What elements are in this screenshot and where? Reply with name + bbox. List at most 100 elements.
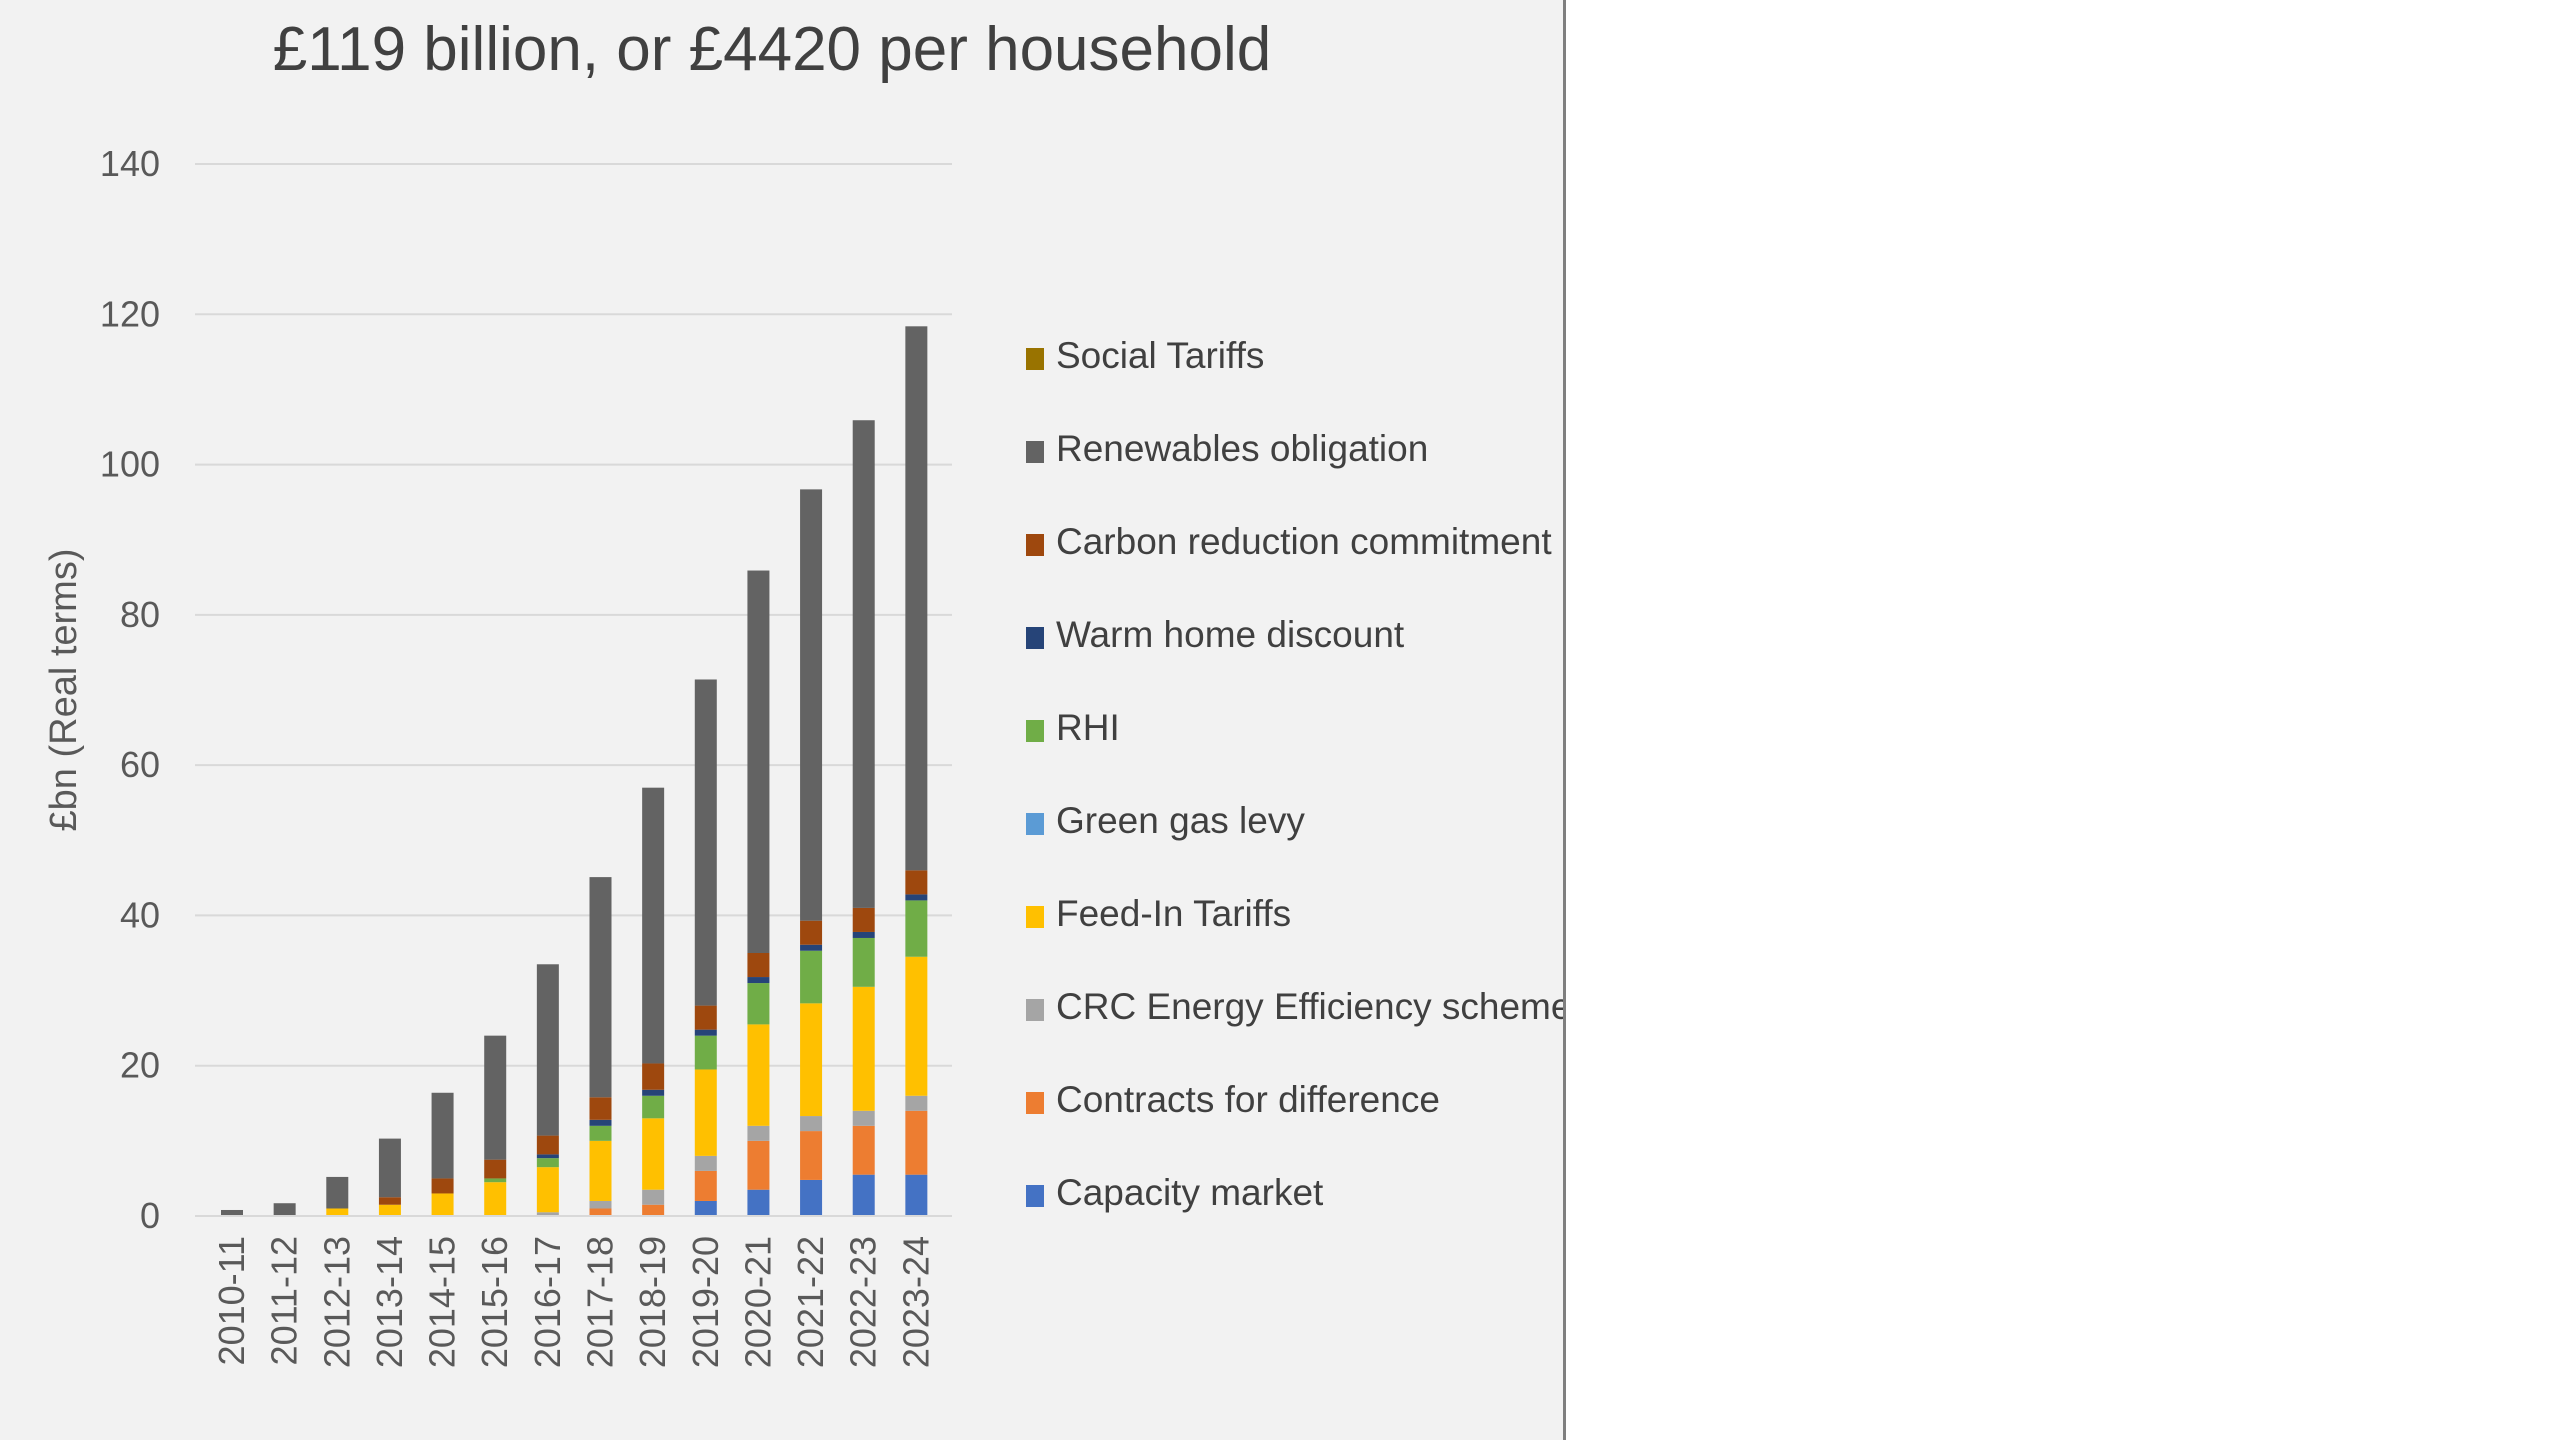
bar-segment: [694, 1170, 717, 1201]
bar-segment: [484, 1035, 507, 1160]
bar-segment: [747, 570, 770, 953]
x-tick-label: 2015-16: [474, 1236, 515, 1368]
x-tick-label: 2018-19: [632, 1236, 673, 1368]
y-tick-label: 100: [100, 444, 160, 485]
bar-segment: [642, 1089, 665, 1096]
bar-segment: [694, 1005, 717, 1030]
bar-segment: [852, 931, 875, 938]
bar-segment: [852, 907, 875, 932]
bar-segment: [694, 1029, 717, 1036]
legend-swatch: [1026, 441, 1044, 463]
bar-segment: [852, 986, 875, 1111]
bar-segment: [431, 1193, 454, 1216]
x-tick-label: 2010-11: [211, 1236, 252, 1365]
panel-divider: [1563, 0, 1566, 1440]
bar-segment: [905, 900, 928, 957]
bar-segment: [747, 983, 770, 1025]
bar-segment: [378, 1138, 401, 1198]
legend: Social Tariffs Renewables obligation Carbo…: [1026, 335, 1563, 1213]
bar-segment: [905, 1110, 928, 1175]
bar-segment: [589, 1119, 612, 1126]
legend-label: Carbon reduction commitment: [1056, 521, 1552, 562]
x-tick-label: 2022-23: [843, 1236, 884, 1368]
bar-segment: [747, 977, 770, 984]
bar-segment: [326, 1208, 349, 1216]
x-tick-label: 2023-24: [895, 1236, 936, 1368]
bar-segment: [800, 1179, 823, 1216]
y-axis-ticks: 0 20 40 60 80 100 120 140: [100, 143, 160, 1236]
bar-segment: [484, 1159, 507, 1179]
stacked-bar-chart: £119 billion, or £4420 per household 0 20…: [43, 15, 1563, 1368]
bar-segment: [800, 920, 823, 945]
bar-segment: [852, 420, 875, 908]
x-tick-label: 2013-14: [369, 1236, 410, 1368]
x-tick-label: 2012-13: [316, 1236, 357, 1368]
bar-segment: [694, 1155, 717, 1171]
legend-label: Contracts for difference: [1056, 1079, 1440, 1120]
bar-segment: [905, 326, 928, 871]
bar-segment: [431, 1092, 454, 1179]
legend-swatch: [1026, 813, 1044, 835]
bar-segment: [273, 1203, 296, 1216]
bar-segment: [694, 1200, 717, 1216]
legend-swatch: [1026, 1092, 1044, 1114]
bar-segment: [378, 1197, 401, 1205]
y-tick-label: 20: [120, 1045, 160, 1086]
bar-segment: [905, 870, 928, 895]
x-tick-label: 2019-20: [685, 1236, 726, 1368]
legend-label: Feed-In Tariffs: [1056, 893, 1291, 934]
x-tick-label: 2011-12: [264, 1236, 305, 1365]
bar-segment: [326, 1176, 349, 1209]
legend-label: CRC Energy Efficiency scheme: [1056, 986, 1563, 1027]
bar-segment: [589, 1208, 612, 1216]
legend-label: Social Tariffs: [1056, 335, 1264, 376]
bar-segment: [589, 1140, 612, 1201]
bar-segment: [431, 1178, 454, 1194]
x-tick-label: 2014-15: [422, 1236, 463, 1368]
bar-segment: [905, 956, 928, 1096]
bar-segment: [642, 1189, 665, 1205]
bar-segment: [642, 1204, 665, 1216]
bar-segment: [378, 1204, 401, 1216]
bar-segment: [642, 1095, 665, 1119]
y-axis-label: £bn (Real terms): [43, 549, 85, 832]
bar-segment: [694, 1035, 717, 1070]
bar-segment: [536, 1212, 559, 1216]
bar-segment: [852, 937, 875, 987]
bar-segment: [852, 1174, 875, 1216]
x-tick-label: 2017-18: [580, 1236, 621, 1368]
bar-segment: [800, 950, 823, 1004]
legend-label: RHI: [1056, 707, 1120, 748]
bar-segment: [589, 1097, 612, 1120]
bar-segment: [589, 877, 612, 1098]
bar-segment: [536, 964, 559, 1136]
bar-segment: [484, 1178, 507, 1183]
bar-segment: [694, 1069, 717, 1156]
bar-segment: [747, 1140, 770, 1190]
y-tick-label: 0: [140, 1195, 160, 1236]
legend-swatch: [1026, 999, 1044, 1021]
chart-panel: £119 billion, or £4420 per household 0 20…: [0, 0, 1565, 1440]
chart-title: £119 billion, or £4420 per household: [273, 15, 1272, 84]
bar-segment: [905, 894, 928, 901]
legend-label: Capacity market: [1056, 1172, 1324, 1213]
bar-segment: [747, 1024, 770, 1126]
bar-segment: [747, 953, 770, 978]
bar-segment: [536, 1158, 559, 1168]
bar-segment: [484, 1182, 507, 1216]
y-tick-label: 140: [100, 143, 160, 184]
bar-segment: [747, 1125, 770, 1141]
bar-segment: [536, 1154, 559, 1159]
bar-segment: [536, 1167, 559, 1213]
bar-segment: [800, 944, 823, 951]
legend-swatch: [1026, 534, 1044, 556]
y-tick-label: 120: [100, 293, 160, 334]
bar-segment: [800, 1116, 823, 1132]
legend-label: Warm home discount: [1056, 614, 1405, 655]
bar-segment: [694, 679, 717, 1006]
legend-label: Renewables obligation: [1056, 428, 1428, 469]
bar-segment: [852, 1125, 875, 1175]
bar-segment: [800, 1131, 823, 1180]
legend-swatch: [1026, 627, 1044, 649]
x-tick-label: 2016-17: [527, 1236, 568, 1368]
